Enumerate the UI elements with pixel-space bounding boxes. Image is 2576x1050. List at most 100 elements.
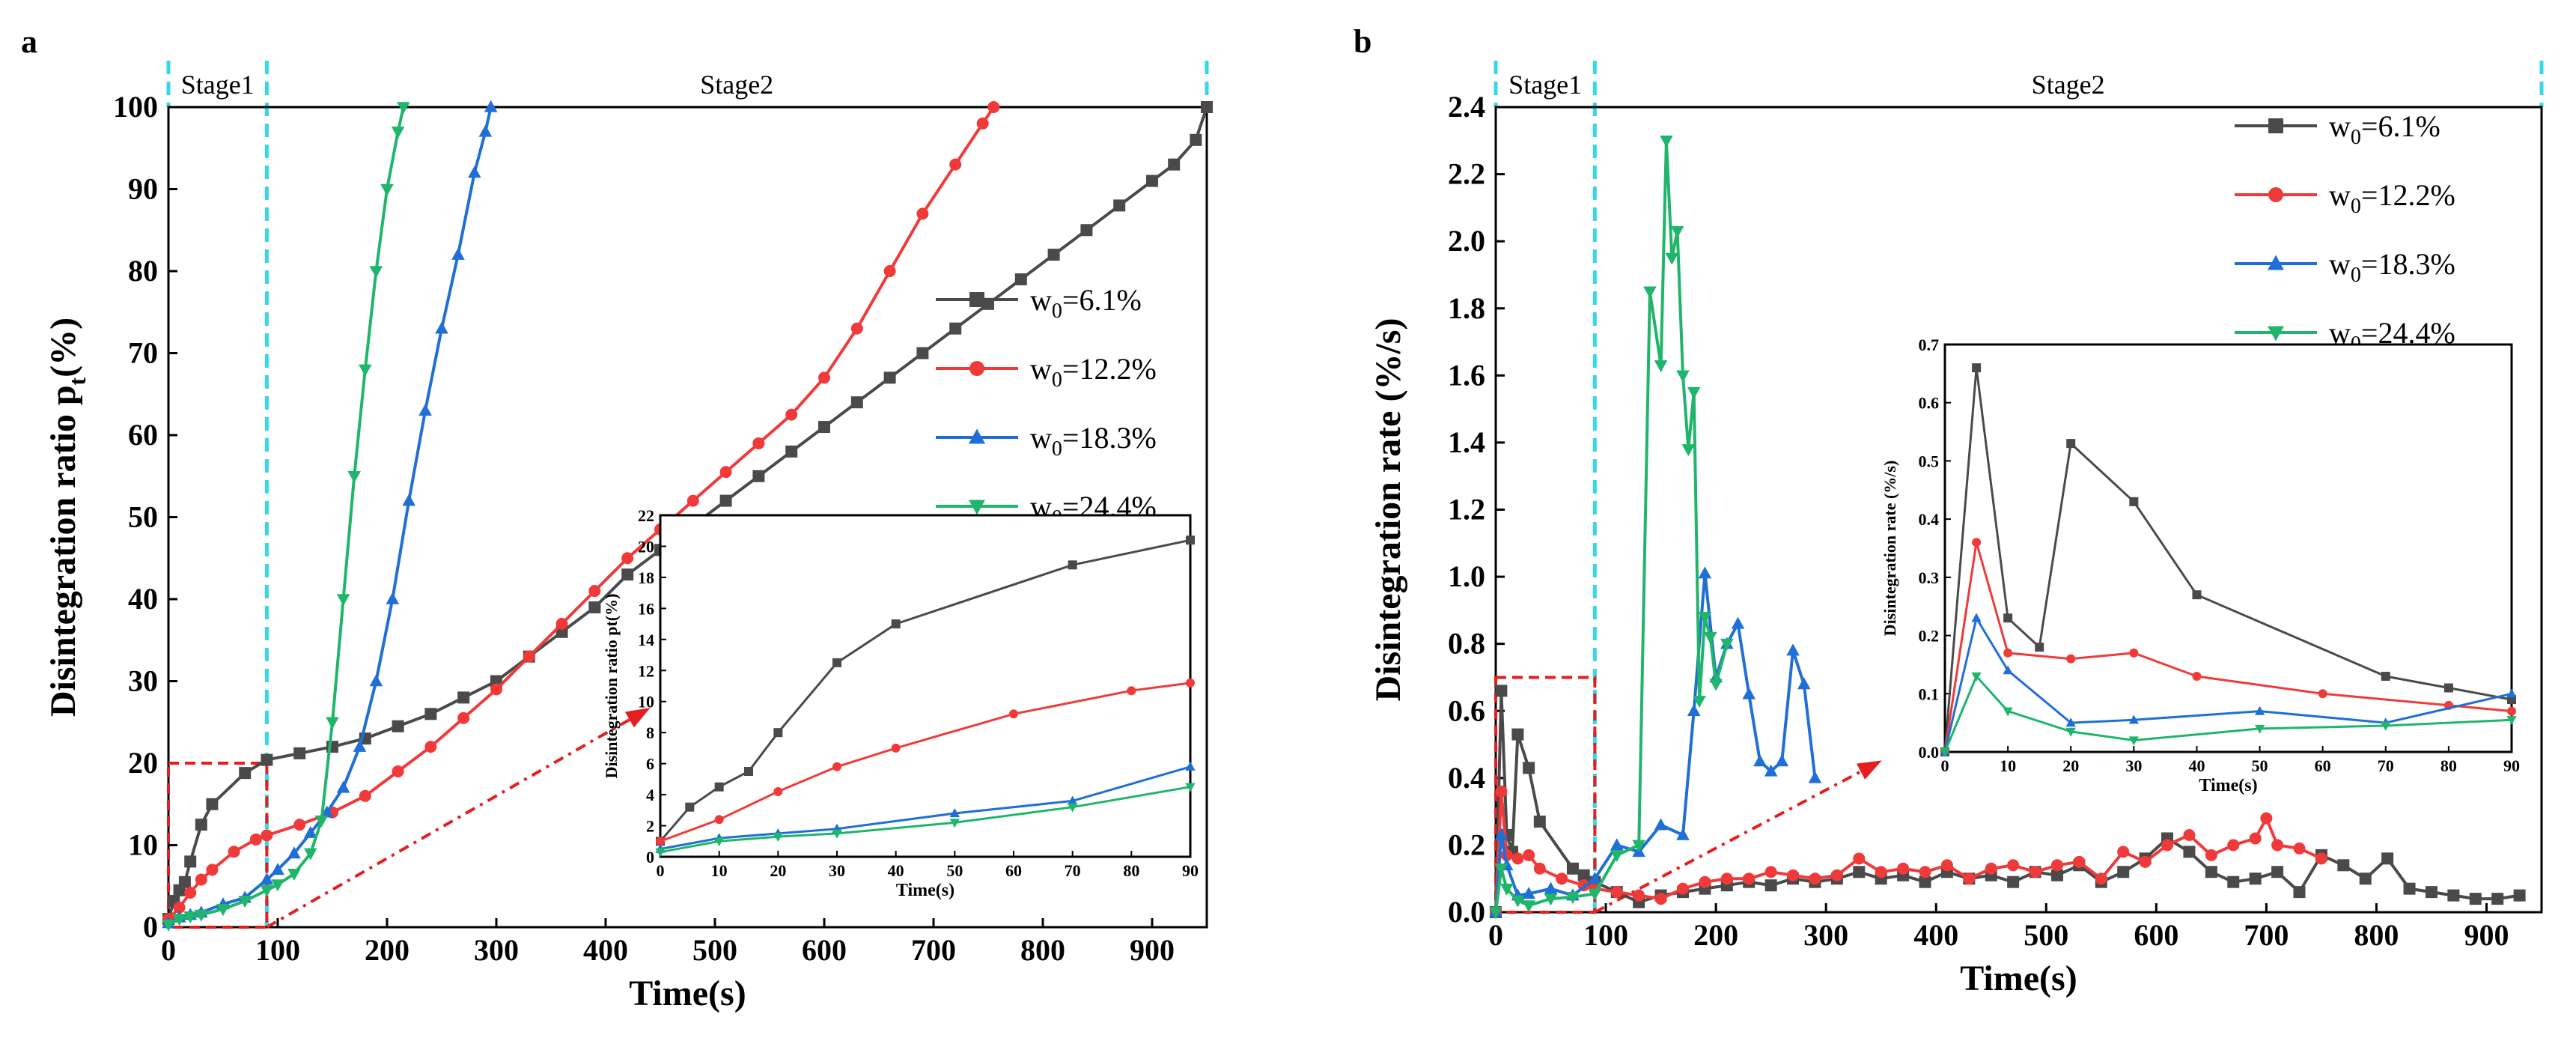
legend-value: =6.1% xyxy=(2361,109,2440,143)
y-tick-label: 2.2 xyxy=(1448,157,1485,191)
zoom-arrow xyxy=(266,710,645,929)
data-point xyxy=(468,166,481,178)
data-point xyxy=(2425,886,2438,899)
data-point xyxy=(2315,852,2327,865)
inset-data-point xyxy=(2128,714,2139,724)
data-point xyxy=(1753,754,1767,767)
inset-data-point xyxy=(2506,716,2517,726)
y-tick-label: 80 xyxy=(128,254,158,288)
inset-series-2 xyxy=(656,678,1195,846)
y-tick-label: 1.8 xyxy=(1448,291,1485,325)
x-tick-label: 800 xyxy=(2354,918,2399,952)
inset-data-point xyxy=(1940,747,1950,757)
data-point xyxy=(369,674,383,687)
data-point xyxy=(1731,616,1745,629)
inset-y-tick-label: 0.3 xyxy=(1919,568,1940,587)
legend-name: w xyxy=(1030,283,1052,317)
data-point xyxy=(402,494,415,506)
data-point xyxy=(1610,838,1624,851)
inset-chart: 0 10 20 30 40 50 60 70 80 90 0.0 0.1 0.2 0.3 0.4 0.5 0.6… xyxy=(1881,336,2520,795)
inset-y-tick-label: 22 xyxy=(638,506,654,525)
panel-letter: b xyxy=(1354,23,1371,60)
data-point xyxy=(1808,771,1822,783)
data-point xyxy=(249,833,262,846)
data-point xyxy=(484,100,498,112)
data-point xyxy=(2227,875,2240,888)
inset-y-tick-label: 2 xyxy=(646,817,654,836)
data-point xyxy=(2161,839,2174,852)
data-point xyxy=(2117,846,2130,858)
data-point xyxy=(178,875,191,888)
inset-data-point xyxy=(1068,560,1077,570)
data-point xyxy=(238,896,252,908)
inset-data-point xyxy=(891,743,901,753)
inset-frame xyxy=(1943,343,2513,753)
data-point xyxy=(555,625,568,638)
data-point xyxy=(2050,859,2063,872)
inset-data-point xyxy=(2129,648,2139,658)
inset-y-tick-label: 0.1 xyxy=(1919,685,1940,703)
data-point xyxy=(490,683,502,696)
data-point xyxy=(2007,859,2020,872)
data-point xyxy=(1494,828,1508,840)
data-point xyxy=(1566,892,1580,905)
data-point xyxy=(2469,893,2482,905)
inset-data-point xyxy=(656,837,665,846)
inset-data-point xyxy=(2003,665,2013,675)
x-tick-label: 300 xyxy=(474,933,519,967)
data-point xyxy=(336,594,350,607)
data-point xyxy=(1676,370,1690,383)
data-point xyxy=(293,747,306,759)
inset-y-tick-label: 18 xyxy=(638,568,654,587)
data-point xyxy=(353,739,367,752)
data-point xyxy=(314,815,329,828)
x-tick-label: 900 xyxy=(2464,918,2509,952)
inset-data-point xyxy=(714,782,724,792)
inset-x-tick-label: 0 xyxy=(1941,756,1949,775)
data-point xyxy=(1654,360,1668,373)
data-point xyxy=(359,789,371,802)
inset-y-title: Disintegration rate (%/s) xyxy=(1881,461,1899,637)
legend-marker xyxy=(2268,255,2284,270)
inset-data-point xyxy=(2381,671,2390,681)
inset-y-tick-label: 0 xyxy=(646,848,654,867)
data-point xyxy=(2293,842,2306,855)
data-point xyxy=(883,265,896,277)
data-point xyxy=(1681,444,1696,457)
y-tick-label: 1.0 xyxy=(1448,559,1485,593)
zoom-box xyxy=(1494,676,1597,914)
legend-marker xyxy=(969,428,985,444)
inset-data-point xyxy=(2065,727,2076,737)
data-point xyxy=(719,494,732,507)
inset-data-point xyxy=(832,762,841,771)
inset-x-title: Time(s) xyxy=(2199,776,2257,795)
data-point xyxy=(1533,862,1546,875)
inset-data-point xyxy=(2066,439,2076,449)
data-point xyxy=(1610,850,1624,863)
inset-x-tick-label: 60 xyxy=(1005,861,1022,880)
y-tick-label: 1.6 xyxy=(1448,358,1485,392)
data-point xyxy=(987,101,1000,113)
data-point xyxy=(1787,869,1800,881)
data-point xyxy=(1168,158,1181,171)
data-point xyxy=(1940,859,1953,872)
data-point xyxy=(418,403,432,416)
data-point xyxy=(1494,863,1508,875)
data-point xyxy=(195,819,207,831)
x-axis-title: Time(s) xyxy=(629,974,746,1013)
legend-label: w0=6.1% xyxy=(2329,109,2440,149)
inset-data-point xyxy=(891,619,901,629)
data-point xyxy=(2227,839,2240,852)
inset-x-tick-label: 80 xyxy=(2440,756,2457,775)
data-point xyxy=(457,711,470,724)
data-point xyxy=(2359,873,2372,885)
inset-data-point xyxy=(949,808,960,818)
data-point xyxy=(380,183,394,196)
data-point xyxy=(916,207,929,220)
data-point xyxy=(228,846,240,858)
x-tick-label: 500 xyxy=(692,933,737,967)
data-point xyxy=(850,322,863,335)
inset-data-point xyxy=(1972,538,1982,547)
data-point xyxy=(397,102,410,115)
data-point xyxy=(752,470,765,482)
